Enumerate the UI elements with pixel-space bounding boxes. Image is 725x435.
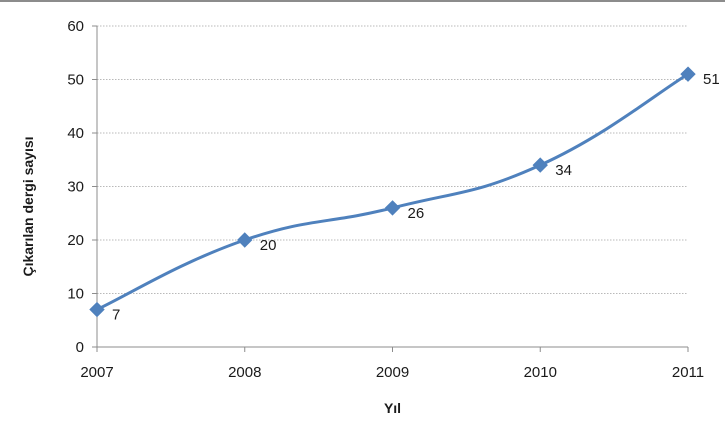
data-point-marker bbox=[680, 66, 696, 82]
y-tick-label: 60 bbox=[67, 18, 84, 35]
top-border bbox=[0, 0, 725, 2]
y-tick-label: 20 bbox=[67, 232, 84, 249]
x-tick-label: 2010 bbox=[524, 364, 557, 381]
axis-layer: 0 10 20 30 40 50 60 2007 2008 2009 2010 2011 bbox=[67, 18, 704, 381]
data-label: 26 bbox=[408, 205, 425, 222]
data-point-marker bbox=[89, 301, 105, 318]
x-tick-label: 2008 bbox=[228, 364, 261, 381]
y-tick-label: 50 bbox=[67, 72, 84, 89]
x-tick-label: 2011 bbox=[672, 364, 704, 381]
y-tick-label: 0 bbox=[76, 339, 84, 356]
data-label: 51 bbox=[703, 71, 720, 88]
y-tick-label: 10 bbox=[67, 286, 84, 303]
data-point-marker bbox=[384, 200, 401, 216]
y-axis-title: Çıkarılan dergi sayısı bbox=[20, 136, 36, 276]
data-point-marker bbox=[532, 157, 548, 173]
data-label: 34 bbox=[555, 162, 572, 179]
series-layer bbox=[89, 66, 696, 318]
label-layer: 7 20 26 34 51 bbox=[112, 71, 720, 323]
y-tick-label: 30 bbox=[67, 179, 84, 196]
data-label: 7 bbox=[112, 307, 120, 324]
x-tick-label: 2007 bbox=[80, 364, 113, 381]
data-point-marker bbox=[237, 232, 253, 248]
series-line bbox=[95, 72, 690, 312]
data-label: 20 bbox=[260, 237, 277, 254]
x-tick-label: 2009 bbox=[376, 364, 409, 381]
x-axis-title: Yıl bbox=[384, 400, 401, 416]
y-tick-label: 40 bbox=[67, 125, 84, 142]
grid-layer bbox=[97, 25, 688, 294]
